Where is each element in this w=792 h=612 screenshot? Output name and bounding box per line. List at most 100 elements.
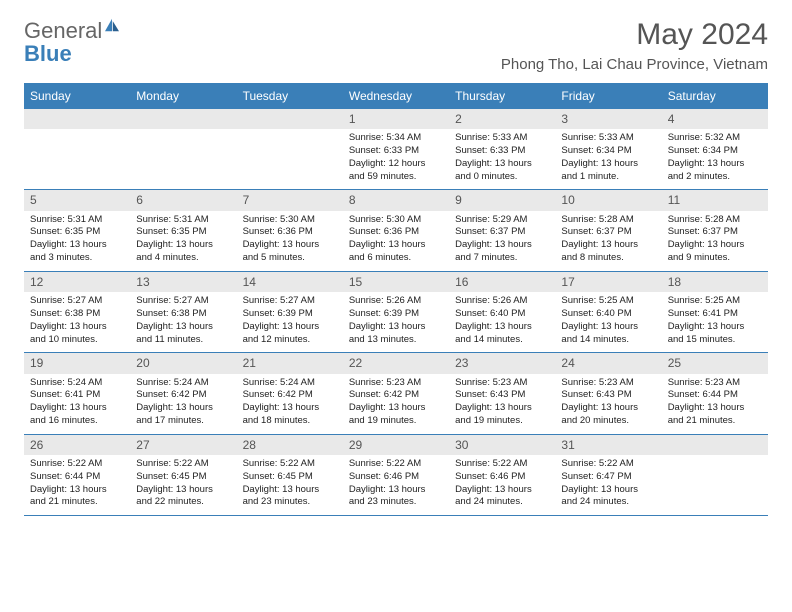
day-number: 31 <box>555 435 661 455</box>
day-body: Sunrise: 5:27 AMSunset: 6:38 PMDaylight:… <box>24 292 130 352</box>
sunset-line: Sunset: 6:33 PM <box>349 145 443 158</box>
sunset-line: Sunset: 6:44 PM <box>668 389 762 402</box>
sunset-line: Sunset: 6:46 PM <box>455 471 549 484</box>
day-body: Sunrise: 5:22 AMSunset: 6:46 PMDaylight:… <box>343 455 449 515</box>
day-body: Sunrise: 5:28 AMSunset: 6:37 PMDaylight:… <box>662 211 768 271</box>
day-body: Sunrise: 5:29 AMSunset: 6:37 PMDaylight:… <box>449 211 555 271</box>
day-body: Sunrise: 5:27 AMSunset: 6:39 PMDaylight:… <box>237 292 343 352</box>
sunrise-line: Sunrise: 5:33 AM <box>455 132 549 145</box>
day-number: 15 <box>343 272 449 292</box>
sunrise-line: Sunrise: 5:22 AM <box>30 458 124 471</box>
day-number: 29 <box>343 435 449 455</box>
calendar-cell: 29Sunrise: 5:22 AMSunset: 6:46 PMDayligh… <box>343 434 449 515</box>
logo: GeneralBlue <box>24 18 121 65</box>
day-number: 23 <box>449 353 555 373</box>
calendar-cell: 23Sunrise: 5:23 AMSunset: 6:43 PMDayligh… <box>449 353 555 434</box>
day-number: 20 <box>130 353 236 373</box>
day-body: Sunrise: 5:22 AMSunset: 6:44 PMDaylight:… <box>24 455 130 515</box>
calendar-row: 19Sunrise: 5:24 AMSunset: 6:41 PMDayligh… <box>24 353 768 434</box>
calendar-cell: 13Sunrise: 5:27 AMSunset: 6:38 PMDayligh… <box>130 271 236 352</box>
daylight-line: Daylight: 12 hours and 59 minutes. <box>349 158 443 184</box>
sunset-line: Sunset: 6:46 PM <box>349 471 443 484</box>
weekday-header: Saturday <box>662 84 768 109</box>
sunrise-line: Sunrise: 5:30 AM <box>349 214 443 227</box>
location-text: Phong Tho, Lai Chau Province, Vietnam <box>501 56 768 73</box>
day-number <box>24 109 130 129</box>
day-body <box>237 129 343 187</box>
calendar-cell-empty <box>662 434 768 515</box>
sunrise-line: Sunrise: 5:27 AM <box>243 295 337 308</box>
sunrise-line: Sunrise: 5:34 AM <box>349 132 443 145</box>
day-number: 27 <box>130 435 236 455</box>
weekday-header: Monday <box>130 84 236 109</box>
sunset-line: Sunset: 6:40 PM <box>561 308 655 321</box>
calendar-cell: 18Sunrise: 5:25 AMSunset: 6:41 PMDayligh… <box>662 271 768 352</box>
daylight-line: Daylight: 13 hours and 13 minutes. <box>349 321 443 347</box>
calendar-cell: 21Sunrise: 5:24 AMSunset: 6:42 PMDayligh… <box>237 353 343 434</box>
day-body: Sunrise: 5:30 AMSunset: 6:36 PMDaylight:… <box>343 211 449 271</box>
day-number: 5 <box>24 190 130 210</box>
calendar-cell: 20Sunrise: 5:24 AMSunset: 6:42 PMDayligh… <box>130 353 236 434</box>
calendar-cell-empty <box>24 109 130 190</box>
sunrise-line: Sunrise: 5:22 AM <box>136 458 230 471</box>
daylight-line: Daylight: 13 hours and 19 minutes. <box>455 402 549 428</box>
day-body: Sunrise: 5:24 AMSunset: 6:41 PMDaylight:… <box>24 374 130 434</box>
day-number: 18 <box>662 272 768 292</box>
sunset-line: Sunset: 6:39 PM <box>243 308 337 321</box>
daylight-line: Daylight: 13 hours and 21 minutes. <box>668 402 762 428</box>
calendar-cell: 11Sunrise: 5:28 AMSunset: 6:37 PMDayligh… <box>662 190 768 271</box>
day-number: 28 <box>237 435 343 455</box>
sunrise-line: Sunrise: 5:29 AM <box>455 214 549 227</box>
day-number: 1 <box>343 109 449 129</box>
day-number: 25 <box>662 353 768 373</box>
day-body: Sunrise: 5:23 AMSunset: 6:43 PMDaylight:… <box>449 374 555 434</box>
sunrise-line: Sunrise: 5:32 AM <box>668 132 762 145</box>
day-number: 17 <box>555 272 661 292</box>
daylight-line: Daylight: 13 hours and 19 minutes. <box>349 402 443 428</box>
day-number: 4 <box>662 109 768 129</box>
daylight-line: Daylight: 13 hours and 10 minutes. <box>30 321 124 347</box>
sunset-line: Sunset: 6:36 PM <box>349 226 443 239</box>
day-number: 19 <box>24 353 130 373</box>
calendar-cell: 31Sunrise: 5:22 AMSunset: 6:47 PMDayligh… <box>555 434 661 515</box>
sunrise-line: Sunrise: 5:24 AM <box>243 377 337 390</box>
weekday-header: Sunday <box>24 84 130 109</box>
day-body: Sunrise: 5:31 AMSunset: 6:35 PMDaylight:… <box>130 211 236 271</box>
sunset-line: Sunset: 6:47 PM <box>561 471 655 484</box>
calendar-cell: 6Sunrise: 5:31 AMSunset: 6:35 PMDaylight… <box>130 190 236 271</box>
day-number: 9 <box>449 190 555 210</box>
sunrise-line: Sunrise: 5:22 AM <box>561 458 655 471</box>
day-body: Sunrise: 5:25 AMSunset: 6:40 PMDaylight:… <box>555 292 661 352</box>
daylight-line: Daylight: 13 hours and 23 minutes. <box>243 484 337 510</box>
sunset-line: Sunset: 6:35 PM <box>136 226 230 239</box>
day-body: Sunrise: 5:24 AMSunset: 6:42 PMDaylight:… <box>237 374 343 434</box>
calendar-row: 1Sunrise: 5:34 AMSunset: 6:33 PMDaylight… <box>24 109 768 190</box>
sunrise-line: Sunrise: 5:24 AM <box>30 377 124 390</box>
sunset-line: Sunset: 6:37 PM <box>455 226 549 239</box>
day-body: Sunrise: 5:22 AMSunset: 6:45 PMDaylight:… <box>130 455 236 515</box>
sunset-line: Sunset: 6:45 PM <box>243 471 337 484</box>
calendar-row: 26Sunrise: 5:22 AMSunset: 6:44 PMDayligh… <box>24 434 768 515</box>
calendar-cell: 22Sunrise: 5:23 AMSunset: 6:42 PMDayligh… <box>343 353 449 434</box>
sunrise-line: Sunrise: 5:23 AM <box>455 377 549 390</box>
calendar-cell: 24Sunrise: 5:23 AMSunset: 6:43 PMDayligh… <box>555 353 661 434</box>
day-number: 6 <box>130 190 236 210</box>
sunset-line: Sunset: 6:42 PM <box>349 389 443 402</box>
daylight-line: Daylight: 13 hours and 4 minutes. <box>136 239 230 265</box>
calendar-cell: 17Sunrise: 5:25 AMSunset: 6:40 PMDayligh… <box>555 271 661 352</box>
sunrise-line: Sunrise: 5:22 AM <box>349 458 443 471</box>
sunrise-line: Sunrise: 5:31 AM <box>30 214 124 227</box>
sunset-line: Sunset: 6:34 PM <box>561 145 655 158</box>
calendar-cell: 8Sunrise: 5:30 AMSunset: 6:36 PMDaylight… <box>343 190 449 271</box>
sunset-line: Sunset: 6:35 PM <box>30 226 124 239</box>
sunset-line: Sunset: 6:37 PM <box>668 226 762 239</box>
daylight-line: Daylight: 13 hours and 15 minutes. <box>668 321 762 347</box>
sunrise-line: Sunrise: 5:26 AM <box>455 295 549 308</box>
daylight-line: Daylight: 13 hours and 12 minutes. <box>243 321 337 347</box>
calendar-cell: 1 Sunrise: 5:34 AMSunset: 6:33 PMDaylight… <box>343 109 449 190</box>
day-body <box>24 129 130 187</box>
daylight-line: Daylight: 13 hours and 0 minutes. <box>455 158 549 184</box>
weekday-header: Friday <box>555 84 661 109</box>
sunset-line: Sunset: 6:37 PM <box>561 226 655 239</box>
day-number <box>130 109 236 129</box>
